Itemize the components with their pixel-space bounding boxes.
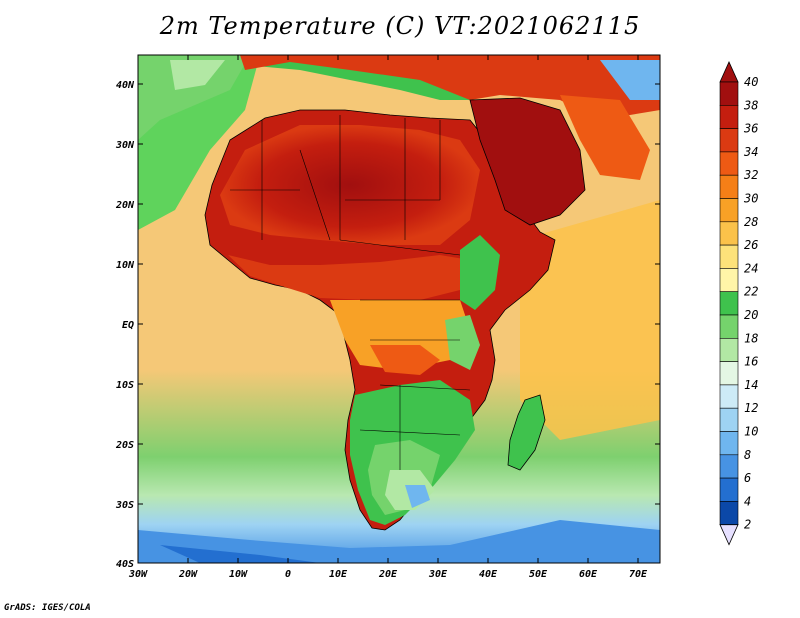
colorbar-swatch: [720, 385, 738, 408]
lat-tick-label: 10N: [116, 260, 135, 271]
colorbar-label: 16: [744, 355, 758, 369]
colorbar-top-arrow: [720, 62, 738, 82]
colorbar-swatch: [720, 105, 738, 128]
lat-tick-label: 40N: [116, 80, 135, 91]
colorbar-swatch: [720, 82, 738, 105]
colorbar-label: 22: [744, 285, 758, 299]
colorbar-swatch: [720, 245, 738, 268]
lat-tick-label: 30N: [115, 140, 135, 151]
lon-tick-label: 10E: [329, 569, 348, 580]
lon-tick-label: 60E: [579, 569, 598, 580]
colorbar-swatch: [720, 338, 738, 361]
colorbar-label: 20: [744, 308, 758, 322]
lon-tick-label: 10W: [229, 569, 248, 580]
colorbar-label: 18: [744, 331, 758, 345]
lon-tick-label: 20E: [378, 569, 398, 580]
colorbar-swatch: [720, 501, 738, 524]
colorbar-swatch: [720, 199, 738, 222]
grads-credit: GrADS: IGES/COLA: [4, 603, 91, 613]
lon-tick-label: 40E: [479, 569, 498, 580]
colorbar-label: 40: [744, 75, 758, 89]
colorbar-swatch: [720, 268, 738, 291]
colorbar-label: 38: [743, 98, 758, 112]
map-field: [138, 55, 660, 563]
lon-tick-label: 50E: [529, 569, 548, 580]
lat-tick-label: 20N: [115, 200, 135, 211]
lon-tick-label: 30W: [128, 569, 148, 580]
colorbar-label: 30: [743, 192, 758, 206]
lat-tick-label: 20S: [115, 440, 134, 451]
colorbar-swatch: [720, 478, 738, 501]
colorbar-label: 26: [744, 238, 758, 252]
colorbar-swatch: [720, 315, 738, 338]
colorbar-swatch: [720, 432, 738, 455]
colorbar-label: 12: [744, 401, 758, 415]
lat-tick-label: 10S: [116, 380, 134, 391]
colorbar-label: 2: [744, 518, 751, 532]
lon-tick-label: 20W: [178, 569, 198, 580]
colorbar-swatch: [720, 175, 738, 198]
lon-tick-label: 0: [285, 569, 291, 580]
colorbar-label: 6: [744, 471, 751, 485]
colorbar-label: 10: [744, 425, 758, 439]
colorbar-label: 4: [744, 494, 751, 508]
colorbar-swatch: [720, 129, 738, 152]
colorbar-label: 24: [744, 261, 758, 275]
colorbar-label: 8: [744, 448, 751, 462]
colorbar-swatch: [720, 408, 738, 431]
lon-tick-label: 70E: [629, 569, 648, 580]
colorbar: 40 38 36 34 32 30 28 26 24 22 20 18 16 14 12 10 8 6 4 2: [720, 62, 758, 545]
colorbar-label: 32: [743, 168, 758, 182]
lat-tick-label: 30S: [115, 500, 134, 511]
colorbar-label: 36: [743, 122, 758, 136]
lat-tick-label: 40S: [116, 559, 134, 570]
colorbar-swatch: [720, 222, 738, 245]
colorbar-swatch: [720, 292, 738, 315]
colorbar-bottom-arrow: [720, 525, 738, 545]
colorbar-swatch: [720, 152, 738, 175]
lon-tick-label: 30E: [428, 569, 448, 580]
colorbar-swatch: [720, 455, 738, 478]
colorbar-swatch: [720, 362, 738, 385]
colorbar-label: 14: [744, 378, 758, 392]
lat-tick-label: EQ: [122, 320, 134, 331]
colorbar-label: 34: [743, 145, 758, 159]
colorbar-label: 28: [744, 215, 758, 229]
